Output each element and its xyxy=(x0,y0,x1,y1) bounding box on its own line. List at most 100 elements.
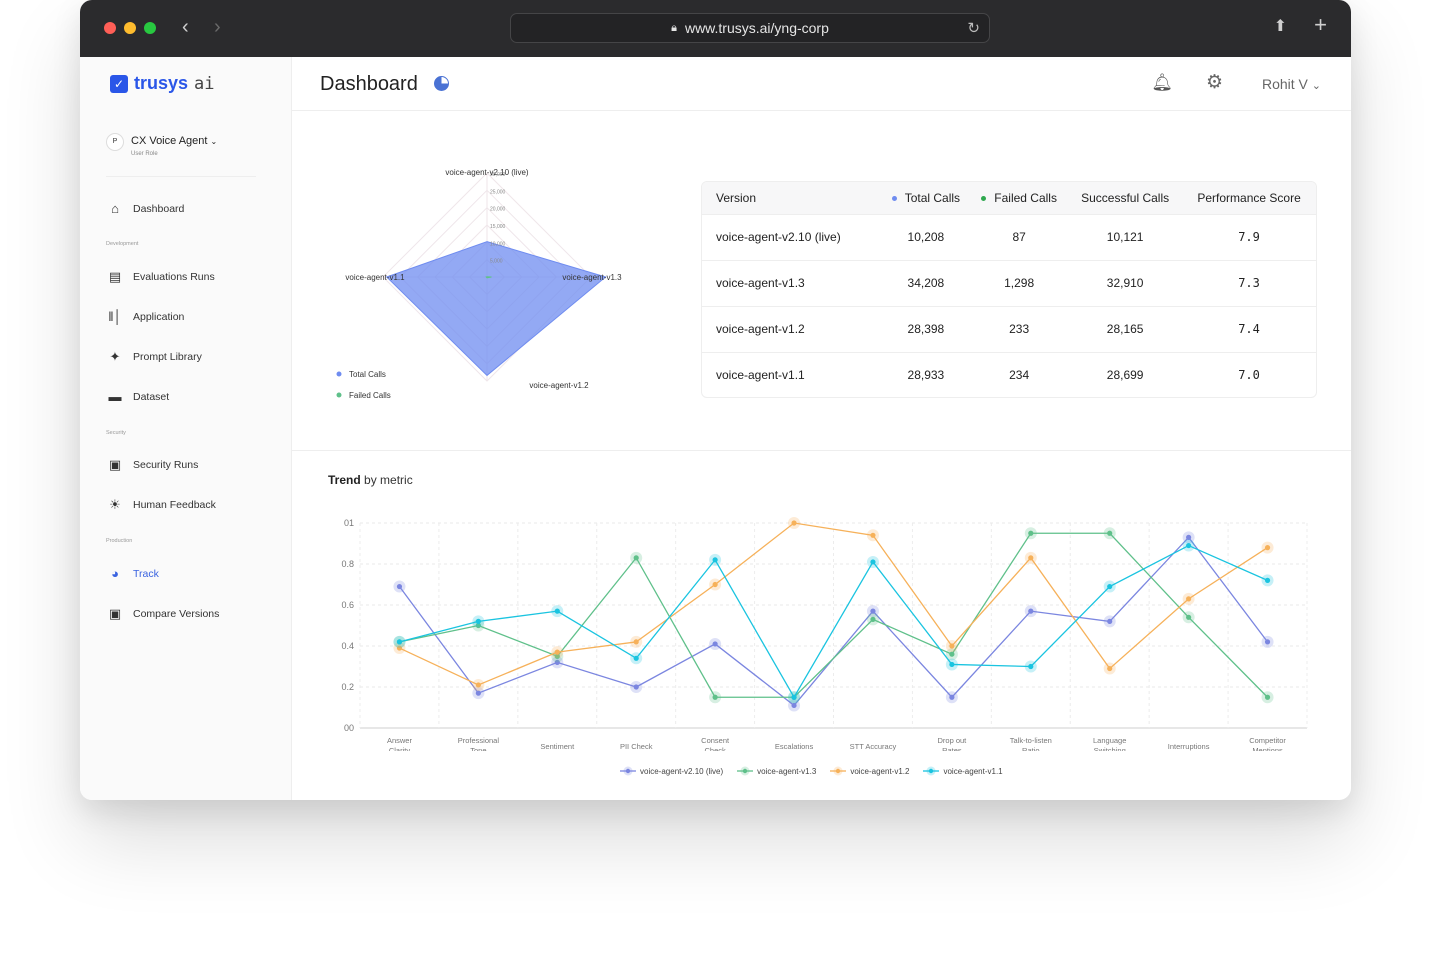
trend-legend-item[interactable]: voice-agent-v1.3 xyxy=(737,766,816,776)
trend-point[interactable] xyxy=(1107,530,1113,536)
trend-point[interactable] xyxy=(396,583,403,590)
trend-point[interactable] xyxy=(949,694,955,700)
sidebar-item-dashboard[interactable]: ⌂ Dashboard xyxy=(108,201,184,216)
trend-point[interactable] xyxy=(1186,542,1192,549)
trend-point[interactable] xyxy=(870,532,876,538)
trend-point[interactable] xyxy=(1264,694,1271,700)
sidebar-item-label: Track xyxy=(133,567,159,580)
trend-point[interactable] xyxy=(396,645,403,651)
trend-point[interactable] xyxy=(949,643,955,649)
column-header-total-calls: Total Calls xyxy=(881,182,971,214)
reload-icon[interactable]: ↻ xyxy=(967,20,980,37)
gear-icon[interactable]: ⚙︎ xyxy=(1205,72,1223,93)
trend-point[interactable] xyxy=(1264,639,1271,645)
successful-calls-cell: 10,121 xyxy=(1068,213,1183,260)
agent-selector[interactable]: P CX Voice Agent ⌄ User Role xyxy=(106,133,256,177)
trend-point[interactable] xyxy=(1264,545,1271,551)
user-menu[interactable]: Rohit V ⌄ xyxy=(1261,76,1321,92)
trend-point[interactable] xyxy=(633,639,639,645)
trend-point[interactable] xyxy=(1186,534,1192,540)
trend-point[interactable] xyxy=(1028,663,1034,670)
trend-point[interactable] xyxy=(791,702,797,709)
radar-tick-label: 25,000 xyxy=(490,189,506,195)
trend-point[interactable] xyxy=(870,559,876,565)
trend-point[interactable] xyxy=(870,616,876,622)
trend-point[interactable] xyxy=(712,581,718,588)
successful-calls-cell: 32,910 xyxy=(1068,259,1183,306)
table-row[interactable]: voice-agent-v2.10 (live) 10,208 87 10,12… xyxy=(702,213,1316,260)
trend-point[interactable] xyxy=(870,608,876,614)
sidebar-item-label: Evaluations Runs xyxy=(133,271,215,283)
ticket-icon: ▬ xyxy=(108,389,122,404)
trend-point[interactable] xyxy=(554,659,560,665)
trend-legend-item[interactable]: voice-agent-v1.1 xyxy=(923,766,1003,776)
close-window-button[interactable] xyxy=(104,22,116,34)
total-calls-cell: 10,208 xyxy=(881,213,971,260)
trend-point[interactable] xyxy=(1186,596,1192,602)
trend-point[interactable] xyxy=(712,694,718,700)
trend-point[interactable] xyxy=(791,520,797,526)
trend-point[interactable] xyxy=(633,655,639,661)
trend-x-tick-label: Answer Clarity xyxy=(387,736,413,751)
trend-point[interactable] xyxy=(554,608,560,614)
address-bar[interactable]: 🔒︎ www.trusys.ai/yng-corp ↻ xyxy=(510,13,990,43)
trend-x-tick-label: Consent Check xyxy=(701,736,730,751)
trend-point[interactable] xyxy=(633,555,639,561)
share-icon[interactable]: ⬆︎ xyxy=(1273,18,1287,35)
trend-point[interactable] xyxy=(1264,577,1271,583)
sidebar-item-compare-versions[interactable]: ▣ Compare Versions xyxy=(108,606,220,622)
sidebar-item-evaluations-runs[interactable]: ▤ Evaluations Runs xyxy=(108,269,215,285)
sidebar-item-label: Security Runs xyxy=(133,459,199,471)
trend-x-tick-label: Sentiment xyxy=(540,742,575,751)
trend-point[interactable] xyxy=(396,639,403,645)
total-calls-cell: 28,398 xyxy=(881,305,971,352)
trend-legend-item[interactable]: voice-agent-v2.10 (live) xyxy=(620,766,723,776)
maximize-window-button[interactable] xyxy=(144,22,156,34)
trend-point[interactable] xyxy=(475,682,481,688)
trend-point[interactable] xyxy=(712,641,718,647)
brand-logo[interactable]: ✓ trusys ai xyxy=(110,73,215,94)
trend-point[interactable] xyxy=(633,684,639,690)
new-tab-icon[interactable]: + xyxy=(1314,12,1327,37)
forward-icon[interactable]: › xyxy=(214,16,221,38)
layout-icon: ▤ xyxy=(108,269,122,284)
bell-icon[interactable]: 🔔︎ xyxy=(1151,73,1173,92)
columns-icon: ‖│ xyxy=(108,309,122,324)
trend-point[interactable] xyxy=(1028,530,1034,536)
trend-point[interactable] xyxy=(712,557,718,563)
trend-x-tick-label: Competitor Mentions xyxy=(1249,736,1286,751)
minimize-window-button[interactable] xyxy=(124,22,136,34)
radar-tick-label: 30,000 xyxy=(490,172,506,178)
trend-point[interactable] xyxy=(1186,614,1192,620)
trend-point[interactable] xyxy=(949,651,955,657)
agent-name: CX Voice Agent ⌄ xyxy=(131,135,218,147)
trend-point[interactable] xyxy=(949,661,955,668)
trend-legend-label: voice-agent-v1.3 xyxy=(757,766,817,776)
trend-point[interactable] xyxy=(554,649,560,655)
table-row[interactable]: voice-agent-v1.1 28,933 234 28,699 7.0 xyxy=(702,351,1316,397)
trend-point[interactable] xyxy=(1107,618,1113,624)
trend-legend-item[interactable]: voice-agent-v1.2 xyxy=(830,766,909,776)
trend-point[interactable] xyxy=(791,694,797,700)
trend-point[interactable] xyxy=(1107,665,1113,672)
trend-series-line xyxy=(399,522,1268,686)
table-row[interactable]: voice-agent-v1.3 34,208 1,298 32,910 7.3 xyxy=(702,259,1316,306)
trend-point[interactable] xyxy=(1028,555,1034,561)
back-icon[interactable]: ‹ xyxy=(182,16,189,38)
trend-point[interactable] xyxy=(475,622,481,629)
sidebar-item-dataset[interactable]: ▬ Dataset xyxy=(108,389,170,404)
sidebar-item-security-runs[interactable]: ▣ Security Runs xyxy=(108,457,199,473)
successful-calls-cell: 28,165 xyxy=(1068,305,1183,352)
trend-point[interactable] xyxy=(554,653,560,659)
trend-point[interactable] xyxy=(475,690,481,696)
table-row[interactable]: voice-agent-v1.2 28,398 233 28,165 7.4 xyxy=(702,305,1316,352)
sidebar-item-human-feedback[interactable]: ☀︎ Human Feedback xyxy=(108,497,216,513)
sidebar-item-application[interactable]: ‖│ Application xyxy=(108,309,184,324)
sidebar-item-prompt-library[interactable]: ✦ Prompt Library xyxy=(108,349,202,365)
trend-point[interactable] xyxy=(1028,608,1034,614)
sidebar-item-label: Human Feedback xyxy=(133,499,216,511)
trend-point[interactable] xyxy=(1107,583,1113,590)
sidebar-item-track[interactable]: ◕ Track xyxy=(108,566,159,581)
trend-point[interactable] xyxy=(475,618,481,624)
sidebar: ✓ trusys ai P CX Voice Agent ⌄ User Role… xyxy=(80,57,292,800)
